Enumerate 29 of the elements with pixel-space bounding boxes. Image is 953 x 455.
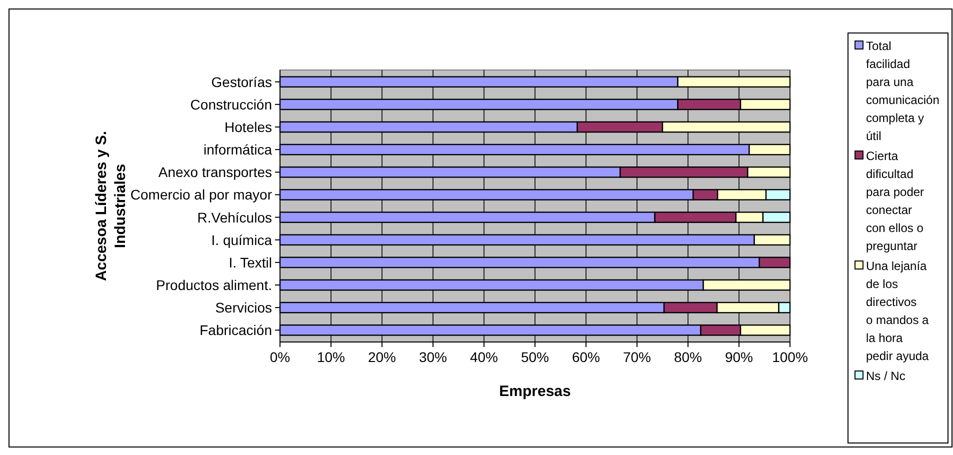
x-tick-label: 70% <box>622 349 652 365</box>
y-axis-title: Accesoa Líderes y S. Industriales <box>93 130 129 282</box>
y-tick-label: Gestorías <box>211 74 272 90</box>
x-tick-label: 50% <box>520 349 550 365</box>
y-tick-label: informática <box>204 142 272 158</box>
legend-label: Una lejanía de los directivos o mandos a la hora pedir ayuda <box>866 259 930 363</box>
y-tick-label: Construcción <box>190 96 272 112</box>
y-tick-label: Hoteles <box>224 118 272 135</box>
legend-label: Total facilidad para una comunicación completa y útil <box>866 39 940 143</box>
y-tick-label: Fabricación <box>200 322 272 338</box>
legend-label: Cierta dificultad para poder conectar con ellos o preguntar <box>866 149 924 253</box>
x-axis-title: Empresas <box>499 383 571 400</box>
y-tick-label: Anexo transportes <box>158 164 272 180</box>
y-tick-label: Productos aliment. <box>156 277 272 294</box>
y-tick-label: Comercio al por mayor <box>130 186 272 203</box>
y-tick-label: I. Textil <box>228 254 272 270</box>
legend-label: Ns / Nc <box>866 369 906 383</box>
x-tick-label: 100% <box>772 349 808 365</box>
y-tick-label: R.Vehículos <box>197 209 272 226</box>
x-tick-label: 20% <box>368 349 396 365</box>
y-tick-label: I. química <box>211 232 272 248</box>
x-tick-label: 40% <box>470 349 498 365</box>
x-tick-label: 60% <box>572 349 600 365</box>
x-tick-label: 90% <box>724 349 754 365</box>
x-tick-label: 0% <box>270 349 290 365</box>
x-tick-label: 80% <box>674 349 702 365</box>
x-tick-label: 10% <box>316 349 346 365</box>
x-tick-label: 30% <box>418 349 448 365</box>
y-tick-label: Servicios <box>215 300 272 316</box>
